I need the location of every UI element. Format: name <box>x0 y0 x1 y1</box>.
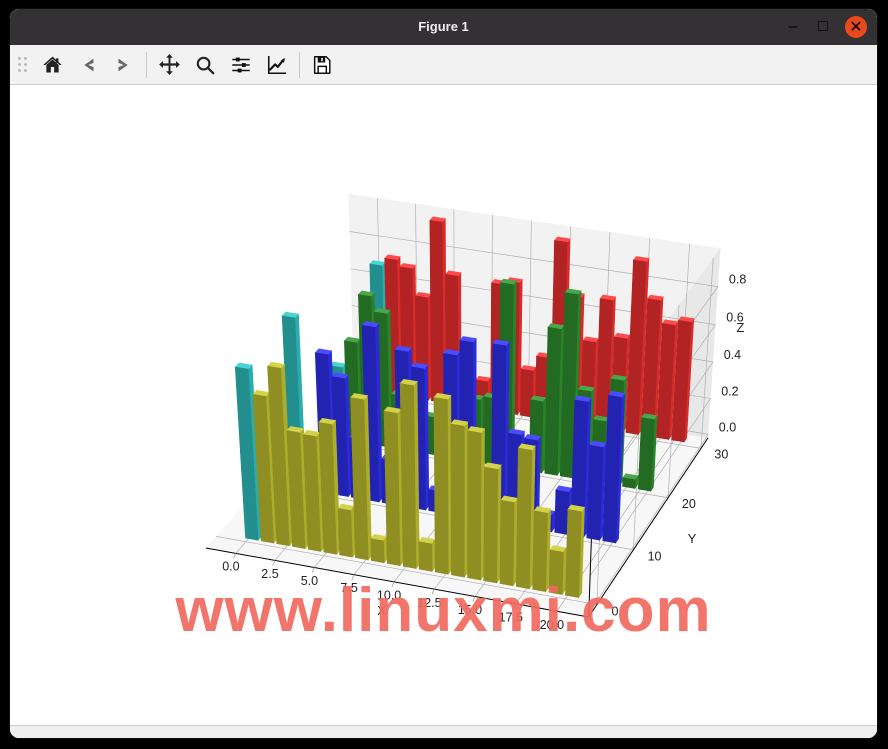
svg-text:Y: Y <box>688 531 697 546</box>
svg-text:Z: Z <box>736 320 744 335</box>
svg-text:10: 10 <box>648 549 662 563</box>
svg-text:0.8: 0.8 <box>729 273 746 287</box>
svg-text:0.2: 0.2 <box>721 384 738 398</box>
svg-text:20: 20 <box>682 497 696 511</box>
svg-text:0.4: 0.4 <box>724 348 741 362</box>
svg-text:30: 30 <box>714 448 728 462</box>
svg-text:0.0: 0.0 <box>719 420 736 434</box>
svg-text:0.0: 0.0 <box>222 560 239 574</box>
